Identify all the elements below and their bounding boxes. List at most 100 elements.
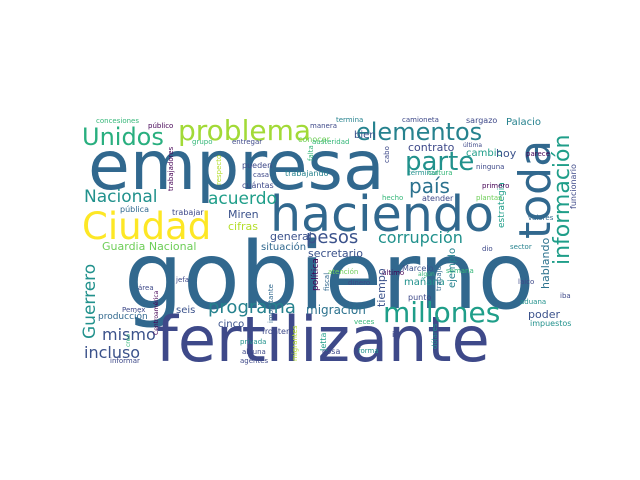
word-terminar: terminar bbox=[408, 169, 439, 177]
word-trabajadores: trabajadores bbox=[167, 146, 175, 191]
word-dinero: dinero bbox=[348, 279, 371, 287]
word-impuestos: impuestos bbox=[530, 319, 572, 328]
word-guerrero: Guerrero bbox=[82, 263, 100, 339]
word-veces: veces bbox=[354, 318, 375, 326]
word-elementos: elementos bbox=[356, 118, 483, 146]
word-punto: punto bbox=[408, 293, 432, 302]
word-hablando: hablando bbox=[539, 237, 552, 289]
word-problema: problema bbox=[178, 114, 312, 147]
word-frontera: frontera bbox=[262, 327, 295, 336]
word-marcelo: Marcelo bbox=[402, 264, 434, 273]
word-pesos: pesos bbox=[306, 227, 359, 248]
word-cinco: cinco bbox=[218, 319, 245, 330]
word-importante: importante bbox=[267, 284, 275, 323]
word-migracion: migración bbox=[306, 303, 366, 317]
word-grupo: grupo bbox=[192, 138, 213, 146]
word-unidos: Unidos bbox=[82, 123, 164, 151]
word-programa: programa bbox=[208, 297, 296, 318]
word-conocer: conocer bbox=[298, 135, 330, 144]
word-entregar: entregar bbox=[232, 138, 263, 146]
word-parte: parte bbox=[405, 147, 475, 177]
word-cuantas: cuántas bbox=[242, 181, 274, 190]
word-contrato: contrato bbox=[408, 141, 455, 154]
word-cosa: cosa bbox=[322, 347, 341, 356]
word-jefa: jefa bbox=[176, 276, 190, 284]
word-palacio: Palacio bbox=[506, 117, 542, 128]
word-casa: casa bbox=[253, 171, 270, 179]
word-trabajo: trabajo bbox=[435, 266, 443, 291]
word-primero: primero bbox=[482, 182, 510, 190]
word-creo: creo bbox=[125, 334, 132, 347]
word-informar: informar bbox=[110, 357, 140, 365]
word-general: general bbox=[270, 230, 312, 243]
word-pais: país bbox=[409, 174, 450, 198]
word-trabajando: trabajando bbox=[285, 169, 329, 178]
word-incluso: incluso bbox=[84, 343, 141, 362]
word-semana: semana bbox=[446, 267, 474, 275]
word-centroamerica: Centroamérica bbox=[153, 290, 160, 335]
word-ultimo: último bbox=[382, 269, 405, 277]
word-publico: público bbox=[148, 122, 174, 130]
word-secretario: secretario bbox=[308, 247, 363, 260]
word-concesiones: concesiones bbox=[96, 117, 139, 125]
word-seis: seis bbox=[176, 305, 196, 316]
word-cloud: gobierno empresa fertilizante haciendo t… bbox=[82, 113, 582, 367]
word-respecto: respecto bbox=[215, 154, 223, 185]
word-haciendo: haciendo bbox=[270, 186, 494, 243]
word-ultima: última bbox=[463, 142, 483, 149]
word-cambio: cambio bbox=[466, 148, 503, 159]
word-agentes: agentes bbox=[240, 357, 269, 365]
word-sector: sector bbox=[510, 243, 532, 251]
word-dolares: dólares bbox=[431, 323, 439, 349]
word-trabajar: trabajar bbox=[172, 208, 204, 217]
word-pemex: Pemex bbox=[122, 306, 146, 314]
word-aduana: aduana bbox=[520, 298, 547, 306]
word-cabo: cabo bbox=[383, 146, 391, 163]
word-atender: atender bbox=[422, 194, 454, 203]
word-politica: política bbox=[311, 258, 321, 291]
word-dio: dio bbox=[482, 245, 493, 253]
word-plantas: plantas bbox=[476, 194, 502, 202]
word-migrantes: migrantes bbox=[291, 325, 299, 361]
word-forma: forma bbox=[358, 347, 379, 355]
word-sargazo: sargazo bbox=[466, 116, 498, 125]
word-cifras: cifras bbox=[228, 220, 258, 233]
word-pueden: pueden bbox=[242, 161, 273, 170]
word-hoy: hoy bbox=[496, 147, 517, 160]
word-laico: laico bbox=[518, 278, 535, 286]
word-ninguna: ninguna bbox=[476, 163, 505, 171]
word-ciudad: Ciudad bbox=[82, 205, 212, 248]
word-situacion: situación bbox=[261, 242, 307, 253]
word-publica: pública bbox=[120, 205, 149, 214]
word-termina: termina bbox=[336, 116, 364, 124]
word-empresa: empresa bbox=[88, 127, 385, 206]
word-alguna: alguna bbox=[242, 348, 266, 356]
word-valores: valores bbox=[528, 214, 554, 222]
word-cultura: cultura bbox=[428, 169, 453, 177]
word-produccion: producción bbox=[98, 312, 148, 322]
word-gobierno: gobierno bbox=[124, 222, 535, 330]
word-hecho: hecho bbox=[382, 194, 404, 202]
word-guardia-nacional: Guardia Nacional bbox=[102, 240, 197, 253]
word-falta: falta bbox=[307, 145, 315, 161]
word-manera: manera bbox=[310, 122, 338, 130]
word-atencion: atención bbox=[328, 268, 359, 276]
word-fertilizante: fertilizante bbox=[156, 303, 490, 368]
word-bien: bien bbox=[354, 130, 376, 141]
word-funcionario: funcionario bbox=[569, 164, 578, 209]
word-area: área bbox=[138, 284, 154, 292]
word-nacional: Nacional bbox=[84, 187, 158, 207]
word-ir: ir bbox=[392, 330, 398, 339]
word-austeridad: austeridad bbox=[312, 138, 350, 146]
word-parece: parece bbox=[526, 150, 550, 158]
word-acuerdo: acuerdo bbox=[208, 189, 277, 209]
word-camioneta: camioneta bbox=[402, 116, 439, 124]
word-millones: millones bbox=[383, 296, 501, 329]
word-iba: iba bbox=[560, 292, 571, 300]
word-poder: poder bbox=[528, 308, 560, 321]
word-privada: privada bbox=[240, 338, 267, 346]
word-manana: mañana bbox=[404, 277, 445, 288]
word-miren: Miren bbox=[228, 208, 259, 221]
word-algun: algún bbox=[418, 271, 435, 278]
word-mismo: mismo bbox=[102, 325, 156, 344]
